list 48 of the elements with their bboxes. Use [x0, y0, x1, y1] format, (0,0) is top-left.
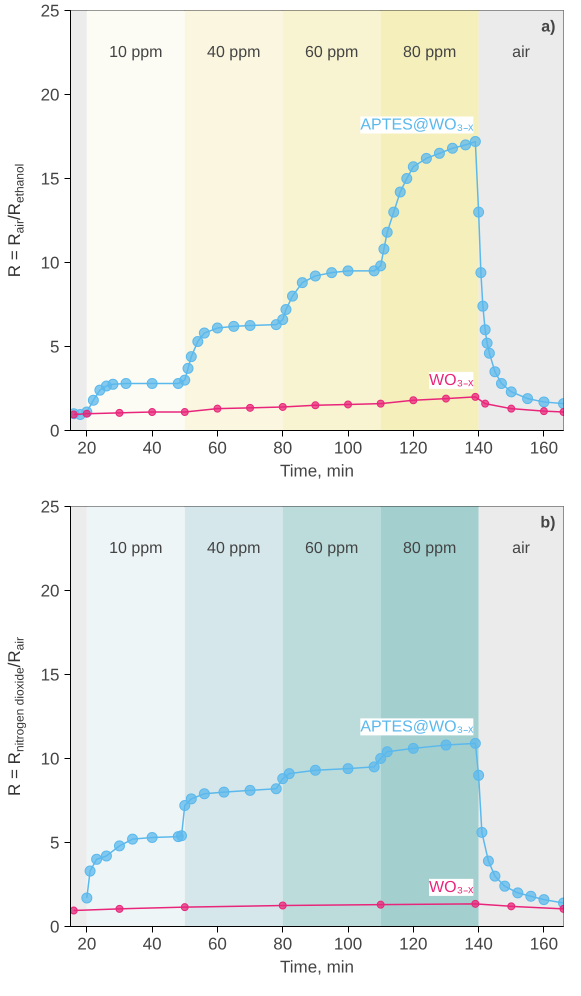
series-label: APTES@WO₃₋ₓ	[360, 116, 474, 134]
x-tick-label: 40	[142, 934, 162, 954]
annotation: b)	[540, 514, 556, 532]
band-label: 60 ppm	[305, 540, 358, 557]
y-tick-label: 20	[40, 582, 60, 600]
band-label: 60 ppm	[305, 44, 358, 61]
y-tick-label: 10	[40, 750, 60, 768]
y-tick-label: 25	[40, 2, 60, 20]
y-tick-label: 15	[40, 666, 60, 684]
x-tick-label: 160	[530, 438, 558, 458]
band-label: air	[512, 540, 531, 557]
y-tick-label: 15	[40, 170, 60, 188]
x-tick-label: 60	[208, 934, 227, 954]
x-tick-label: 40	[142, 438, 162, 458]
band-label: 10 ppm	[109, 44, 162, 61]
band-label: 40 ppm	[207, 540, 260, 557]
y-tick-label: 0	[50, 918, 60, 936]
x-axis-title: Time, min	[280, 462, 354, 480]
x-tick-label: 100	[334, 934, 362, 954]
series-label: APTES@WO₃₋ₓ	[360, 718, 474, 736]
x-tick-label: 160	[530, 934, 558, 954]
y-tick-label: 0	[50, 422, 60, 440]
x-tick-label: 80	[273, 438, 292, 458]
y-axis-title: R = Rair/Rethanol	[5, 164, 26, 278]
y-tick-label: 25	[40, 498, 60, 516]
x-tick-label: 60	[208, 438, 227, 458]
series-label: WO₃₋ₓ	[429, 878, 474, 896]
x-tick-label: 120	[399, 934, 428, 954]
band-label: 80 ppm	[402, 540, 456, 557]
x-tick-label: 120	[399, 438, 428, 458]
band-label: 40 ppm	[207, 44, 260, 61]
series-label: WO₃₋ₓ	[429, 372, 474, 389]
annotation: a)	[541, 18, 556, 36]
y-axis-title: R = Rnitrogen dioxide/Rair	[5, 637, 26, 796]
y-tick-label: 20	[40, 86, 60, 104]
x-tick-label: 140	[464, 934, 493, 954]
y-tick-label: 5	[50, 834, 60, 852]
y-tick-label: 10	[40, 254, 60, 272]
x-tick-label: 20	[77, 934, 96, 954]
x-tick-label: 80	[273, 934, 292, 954]
x-tick-label: 20	[77, 438, 96, 458]
x-tick-label: 140	[464, 438, 493, 458]
band-label: 10 ppm	[109, 540, 162, 557]
y-tick-label: 5	[50, 338, 60, 356]
x-tick-label: 100	[334, 438, 362, 458]
x-axis-title: Time, min	[280, 958, 354, 976]
band-label: air	[512, 44, 531, 61]
band-label: 80 ppm	[402, 44, 456, 61]
